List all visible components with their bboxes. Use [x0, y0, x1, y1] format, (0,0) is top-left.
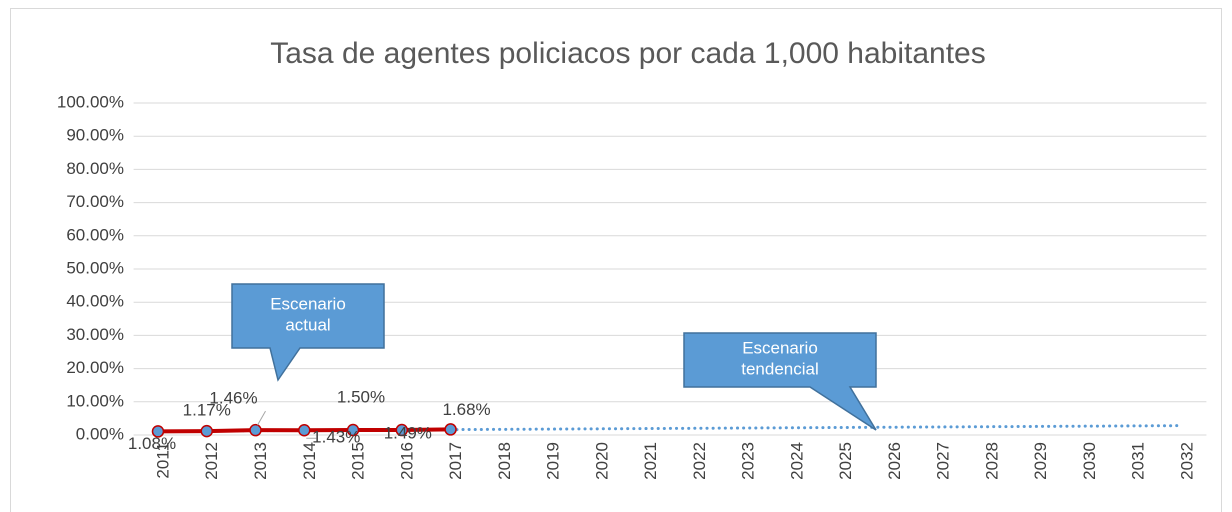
x-tick-label: 2016: [397, 442, 416, 480]
x-tick-label: 2023: [739, 442, 758, 480]
x-tick-label: 2014: [300, 442, 319, 480]
data-label: 1.68%: [442, 400, 490, 419]
leader-line: [257, 410, 266, 426]
y-tick-label: 30.00%: [66, 325, 124, 344]
y-tick-label: 20.00%: [66, 358, 124, 377]
data-marker: [200, 424, 213, 438]
y-tick-label: 0.00%: [76, 424, 124, 443]
x-tick-label: 2029: [1031, 442, 1050, 480]
data-marker: [444, 423, 457, 436]
x-tick-label: 2024: [787, 442, 806, 480]
x-tick-label: 2027: [934, 442, 953, 480]
y-tick-label: 60.00%: [66, 225, 124, 244]
data-label: 1.50%: [337, 388, 385, 407]
callout-shape: [683, 332, 877, 431]
x-tick-label: 2017: [446, 442, 465, 480]
x-tick-label: 2030: [1080, 442, 1099, 480]
data-label: 1.49%: [384, 424, 432, 443]
x-tick-label: 2026: [885, 442, 904, 480]
data-marker: [249, 423, 262, 437]
y-tick-label: 40.00%: [66, 292, 124, 311]
callout-actual: Escenario actual: [231, 283, 385, 382]
y-tick-label: 80.00%: [66, 159, 124, 178]
x-tick-label: 2015: [349, 442, 368, 480]
data-label: 1.43%: [312, 428, 360, 447]
chart-title: Tasa de agentes policiacos por cada 1,00…: [270, 37, 986, 70]
data-label: 1.08%: [128, 434, 176, 453]
x-tick-label: 2013: [251, 442, 270, 480]
x-tick-label: 2031: [1129, 442, 1148, 480]
callout-text: Escenario tendencial: [741, 339, 819, 379]
data-marker: [395, 423, 409, 437]
y-tick-label: 10.00%: [66, 391, 124, 410]
x-tick-label: 2025: [836, 442, 855, 480]
y-tick-label: 90.00%: [66, 126, 124, 145]
data-marker: [298, 424, 311, 437]
data-label: 1.46%: [209, 389, 257, 408]
y-tick-label: 50.00%: [66, 258, 124, 277]
data-label: 1.17%: [183, 401, 231, 420]
x-tick-label: 2012: [202, 442, 221, 480]
data-marker: [346, 423, 360, 437]
x-tick-label: 2011: [153, 442, 172, 479]
callout-shape: [231, 283, 385, 382]
x-tick-label: 2022: [690, 442, 709, 480]
x-tick-label: 2019: [544, 442, 563, 480]
x-tick-label: 2021: [641, 442, 660, 480]
chart-border: [10, 8, 1222, 512]
data-marker: [151, 425, 165, 438]
y-tick-label: 70.00%: [66, 192, 124, 211]
x-tick-label: 2032: [1178, 442, 1197, 480]
y-tick-label: 100.00%: [57, 92, 124, 111]
x-tick-label: 2028: [982, 442, 1001, 480]
callout-tendencial: Escenario tendencial: [683, 332, 877, 431]
callout-text: Escenario actual: [270, 295, 346, 335]
x-tick-label: 2018: [495, 442, 514, 480]
x-tick-label: 2020: [592, 442, 611, 480]
